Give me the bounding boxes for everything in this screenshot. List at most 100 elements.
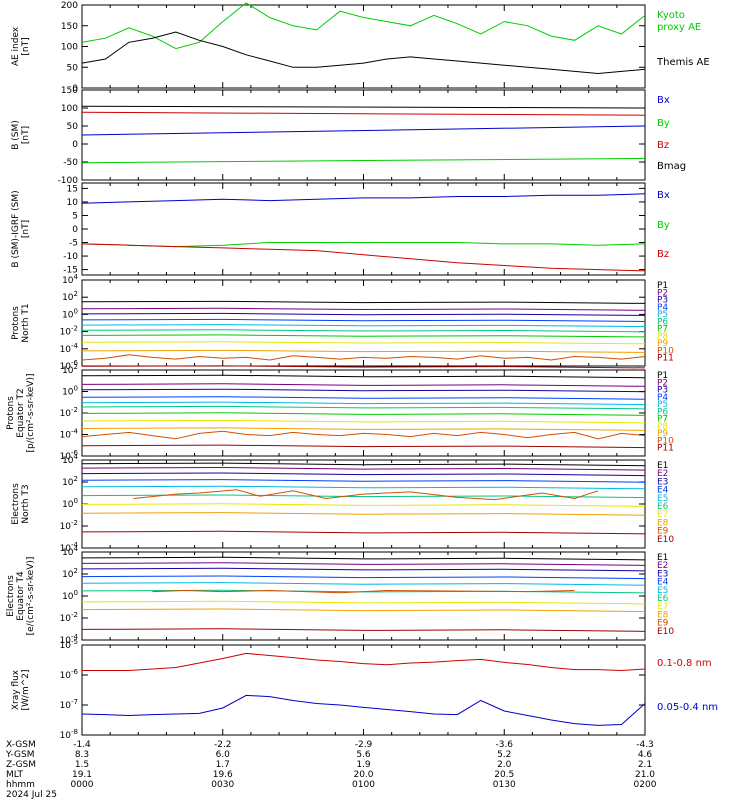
y-axis-label-xray-line: [W/m^2]: [21, 670, 31, 711]
series-e2: [81, 562, 646, 566]
y-tick-label: 102: [62, 567, 78, 580]
panel-xray: Xray flux [W/m^2] 10-8 10-7 10-6 10-5 0.1-0.8 …: [11, 638, 718, 741]
legend-p8: P8: [657, 332, 668, 342]
ephemeris-value: 0030: [211, 780, 234, 790]
series-e10: [81, 530, 646, 535]
y-tick-label: 150: [61, 22, 78, 32]
legend-p5: P5: [657, 310, 668, 320]
y-tick-label: 200: [61, 1, 78, 11]
y-tick-label: 10-2: [60, 519, 78, 532]
ephemeris-value: 21.0: [635, 770, 655, 780]
legend-p2: P2: [657, 378, 668, 388]
series-p11: [81, 444, 646, 449]
series-p1: [81, 300, 646, 304]
ephemeris-row-label: Y-GSM: [5, 750, 34, 760]
legend-p1: P1: [657, 371, 668, 381]
legend-p7: P7: [657, 415, 668, 425]
y-tick-label: 10-4: [60, 541, 79, 554]
y-tick-label: 10-4: [60, 428, 79, 441]
legend-e2: E2: [657, 469, 668, 479]
y-axis-label-pnorth-line: North T1: [21, 303, 31, 342]
series-e4: [81, 575, 646, 580]
series-e7: [81, 503, 646, 507]
series-p7: [81, 412, 646, 416]
legend-p9: P9: [657, 339, 668, 349]
legend-e7: E7: [657, 510, 668, 520]
legend-p11: P11: [657, 444, 674, 454]
y-tick-label: 100: [61, 43, 78, 53]
ephemeris-row-label: MLT: [6, 770, 24, 780]
ephemeris-value: 0100: [352, 780, 375, 790]
legend-e10: E10: [657, 535, 674, 545]
legend-p2: P2: [657, 288, 668, 298]
series-e10: [81, 628, 646, 632]
series-e8: [81, 608, 646, 613]
y-tick-label: 100: [61, 104, 78, 114]
legend-p10: P10: [657, 436, 674, 446]
panel-frame: [81, 551, 646, 641]
legend-bmag: Bmag: [657, 161, 686, 172]
ephemeris-value: 6.0: [216, 750, 231, 760]
legend-e1: E1: [657, 553, 668, 563]
y-tick-label: 10: [67, 198, 79, 208]
ephemeris-value: 0130: [493, 780, 516, 790]
ephemeris-value: -2.9: [355, 740, 373, 750]
y-tick-label: 102: [62, 363, 78, 376]
series-e9: [152, 589, 575, 594]
ephemeris-value: 20.0: [353, 770, 373, 780]
y-tick-label: -100: [58, 176, 79, 186]
legend-e3: E3: [657, 477, 668, 487]
series-e7: [81, 600, 646, 605]
y-tick-label: 10-4: [60, 342, 79, 355]
series-by: [81, 157, 646, 164]
legend-p7: P7: [657, 325, 668, 335]
ephemeris-value: 0000: [71, 780, 94, 790]
legend-p4: P4: [657, 393, 668, 403]
legend-bx: Bx: [657, 190, 670, 201]
y-axis-label-bigrf-line: B (SM)-IGRF (SM): [11, 190, 21, 267]
legend-p8: P8: [657, 422, 668, 432]
y-tick-label: 10-2: [60, 611, 78, 624]
series-p3: [81, 388, 646, 393]
legend-e3: E3: [657, 569, 668, 579]
panel-bigrf: B (SM)-IGRF (SM) [nT] -15 -10 -5 0 5 10 15 Bx By Bz: [11, 182, 670, 276]
legend-bx: Bx: [657, 95, 670, 106]
legend-e4: E4: [657, 486, 669, 496]
legend-e10: E10: [657, 627, 674, 637]
x-axis-ephemeris-table: X-GSM -1.4 -2.2 -2.9 -3.6 -4.3 Y-GSM 8.3 6.0 5.6 5…: [5, 740, 657, 800]
y-tick-label: -10: [63, 252, 78, 262]
legend-p9: P9: [657, 429, 668, 439]
ephemeris-value: -1.4: [73, 740, 91, 750]
y-tick-label: 15: [67, 184, 78, 194]
panel-pnorth: Protons North T1 10-6 10-4 10-2 100 102 104 P1P2…: [11, 273, 674, 372]
legend-e5: E5: [657, 586, 668, 596]
legend-by: By: [657, 118, 670, 129]
ephemeris-value: 2.0: [497, 760, 512, 770]
legend-e7: E7: [657, 602, 668, 612]
series-bz: [81, 111, 646, 116]
legend-e6: E6: [657, 502, 669, 512]
series-p3: [81, 312, 646, 316]
y-axis-label-eequator-line: Equator T4: [16, 571, 26, 621]
series-p7: [81, 334, 646, 338]
y-axis-label-enorth: Electrons North T3: [11, 483, 31, 525]
y-tick-label: 10-8: [60, 728, 78, 741]
ephemeris-value: -3.6: [495, 740, 513, 750]
series-p6: [81, 329, 646, 333]
y-axis-label-pequator-line: Protons: [6, 396, 16, 430]
legend-e1: E1: [657, 461, 668, 471]
series-p4: [81, 318, 646, 322]
ephemeris-value: 19.6: [213, 770, 233, 780]
series-p6: [81, 405, 646, 410]
panel-frame: [81, 279, 646, 367]
y-tick-label: 104: [62, 453, 78, 466]
legend-kyoto-proxy-ae: proxy AE: [657, 22, 701, 33]
y-tick-label: 104: [62, 545, 78, 558]
y-tick-label: -15: [63, 266, 78, 276]
y-axis-label-eequator-line: Electrons: [6, 575, 16, 617]
series-p11: [81, 365, 646, 369]
series-e1: [81, 462, 646, 467]
ephemeris-row-label: Z-GSM: [6, 760, 36, 770]
ephemeris-value: 4.6: [638, 750, 653, 760]
